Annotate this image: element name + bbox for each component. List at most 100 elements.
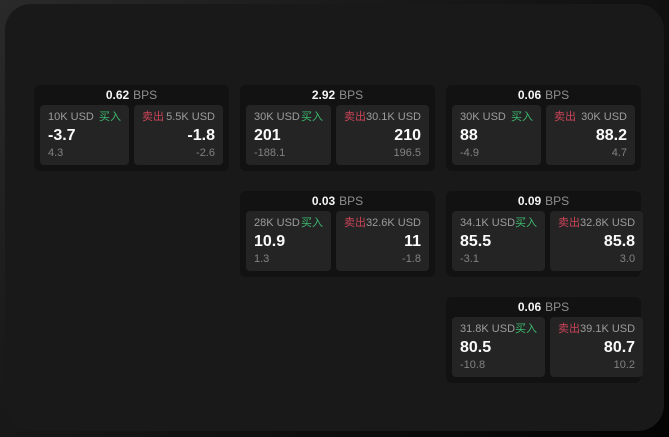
- sell-panel-header: 卖出 5.5K USD: [142, 112, 215, 123]
- bps-unit-label: BPS: [133, 88, 158, 102]
- sell-price: 88.2: [595, 126, 627, 144]
- buy-panel-header: 10K USD 买入: [48, 112, 121, 123]
- quote-card: 0.03 BPS 28K USD 买入 10.9 1.3 卖出 32.6K USD…: [240, 191, 435, 277]
- bps-value: 0.03: [311, 194, 336, 208]
- buy-price: 88: [460, 126, 478, 144]
- sell-quote-panel[interactable]: 卖出 30K USD 88.2 4.7: [546, 105, 635, 165]
- buy-quote-panel[interactable]: 34.1K USD 买入 85.5 -3.1: [452, 211, 546, 271]
- bps-value: 0.06: [517, 88, 542, 102]
- sell-sub-value: -1.8: [402, 253, 421, 265]
- sell-label: 卖出: [554, 111, 576, 123]
- buy-sub-value: -188.1: [254, 147, 286, 159]
- buy-panel-header: 28K USD 买入: [254, 218, 323, 229]
- bps-value: 2.92: [311, 88, 336, 102]
- quote-card: 0.06 BPS 31.8K USD 买入 80.5 -10.8 卖出 39.1K…: [446, 297, 644, 383]
- buy-label: 买入: [300, 217, 323, 229]
- card-body: 28K USD 买入 10.9 1.3 卖出 32.6K USD 11 -1.8: [246, 211, 429, 271]
- sell-quote-panel[interactable]: 卖出 5.5K USD -1.8 -2.6: [134, 105, 223, 165]
- buy-quote-panel[interactable]: 31.8K USD 买入 80.5 -10.8: [452, 317, 546, 377]
- buy-label: 买入: [515, 323, 538, 335]
- quote-grid: 0.62 BPS 10K USD 买入 -3.7 4.3 卖出 5.5K USD …: [34, 85, 644, 383]
- buy-price: 201: [254, 126, 281, 144]
- buy-panel-header: 34.1K USD 买入: [460, 218, 537, 229]
- sell-label: 卖出: [558, 323, 581, 335]
- sell-quote-panel[interactable]: 卖出 32.8K USD 85.8 3.0: [550, 211, 644, 271]
- buy-sub-value: 4.3: [48, 147, 64, 159]
- sell-label: 卖出: [558, 217, 581, 229]
- quote-card: 2.92 BPS 30K USD 买入 201 -188.1 卖出 30.1K U…: [240, 85, 435, 171]
- bps-value: 0.62: [105, 88, 130, 102]
- bps-unit-label: BPS: [339, 194, 364, 208]
- card-body: 10K USD 买入 -3.7 4.3 卖出 5.5K USD -1.8 -2.…: [40, 105, 223, 165]
- card-body: 34.1K USD 买入 85.5 -3.1 卖出 32.8K USD 85.8…: [452, 211, 644, 271]
- sell-price: 80.7: [603, 338, 636, 356]
- buy-label: 买入: [99, 111, 121, 123]
- card-body: 30K USD 买入 201 -188.1 卖出 30.1K USD 210 1…: [246, 105, 429, 165]
- bps-value: 0.09: [517, 194, 542, 208]
- card-body: 30K USD 买入 88 -4.9 卖出 30K USD 88.2 4.7: [452, 105, 635, 165]
- sell-label: 卖出: [343, 111, 366, 123]
- card-header: 0.06 BPS: [452, 297, 635, 317]
- sell-price: 85.8: [603, 232, 636, 250]
- bps-value: 0.06: [517, 300, 542, 314]
- app-window: 0.62 BPS 10K USD 买入 -3.7 4.3 卖出 5.5K USD …: [5, 4, 664, 431]
- sell-amount: 30.1K USD: [365, 111, 421, 123]
- card-header: 2.92 BPS: [246, 85, 429, 105]
- sell-panel-header: 卖出 30K USD: [554, 112, 627, 123]
- buy-label: 买入: [515, 217, 538, 229]
- buy-quote-panel[interactable]: 30K USD 买入 201 -188.1: [246, 105, 331, 165]
- sell-sub-value: 4.7: [611, 147, 627, 159]
- sell-quote-panel[interactable]: 卖出 32.6K USD 11 -1.8: [335, 211, 429, 271]
- sell-quote-panel[interactable]: 卖出 39.1K USD 80.7 10.2: [550, 317, 644, 377]
- buy-amount: 30K USD: [460, 111, 506, 123]
- buy-label: 买入: [511, 111, 533, 123]
- buy-price: -3.7: [48, 126, 76, 144]
- buy-quote-panel[interactable]: 10K USD 买入 -3.7 4.3: [40, 105, 129, 165]
- buy-price: 80.5: [460, 338, 492, 356]
- sell-panel-header: 卖出 32.8K USD: [558, 218, 635, 229]
- quote-card: 0.06 BPS 30K USD 买入 88 -4.9 卖出 30K USD 88…: [446, 85, 641, 171]
- sell-sub-value: 196.5: [393, 147, 421, 159]
- sell-label: 卖出: [343, 217, 366, 229]
- sell-panel-header: 卖出 32.6K USD: [344, 218, 421, 229]
- card-body: 31.8K USD 买入 80.5 -10.8 卖出 39.1K USD 80.…: [452, 317, 644, 377]
- buy-label: 买入: [300, 111, 323, 123]
- sell-panel-header: 卖出 39.1K USD: [558, 324, 635, 335]
- bps-unit-label: BPS: [545, 194, 570, 208]
- bps-unit-label: BPS: [339, 88, 364, 102]
- sell-price: 210: [394, 126, 421, 144]
- buy-amount: 34.1K USD: [460, 217, 516, 229]
- card-header: 0.06 BPS: [452, 85, 635, 105]
- buy-sub-value: -3.1: [460, 253, 479, 265]
- buy-amount: 10K USD: [48, 111, 94, 123]
- buy-quote-panel[interactable]: 28K USD 买入 10.9 1.3: [246, 211, 331, 271]
- buy-quote-panel[interactable]: 30K USD 买入 88 -4.9: [452, 105, 541, 165]
- sell-amount: 32.8K USD: [580, 217, 636, 229]
- buy-sub-value: -4.9: [460, 147, 479, 159]
- buy-amount: 28K USD: [254, 217, 300, 229]
- sell-price: -1.8: [187, 126, 215, 144]
- buy-panel-header: 30K USD 买入: [254, 112, 323, 123]
- buy-panel-header: 30K USD 买入: [460, 112, 533, 123]
- bps-unit-label: BPS: [545, 300, 570, 314]
- sell-amount: 30K USD: [581, 111, 627, 123]
- sell-panel-header: 卖出 30.1K USD: [344, 112, 421, 123]
- sell-price: 11: [404, 232, 421, 250]
- buy-sub-value: 1.3: [254, 253, 270, 265]
- sell-amount: 5.5K USD: [166, 111, 215, 123]
- sell-amount: 32.6K USD: [365, 217, 421, 229]
- card-header: 0.09 BPS: [452, 191, 635, 211]
- buy-panel-header: 31.8K USD 买入: [460, 324, 537, 335]
- quote-card: 0.62 BPS 10K USD 买入 -3.7 4.3 卖出 5.5K USD …: [34, 85, 229, 171]
- sell-label: 卖出: [142, 111, 164, 123]
- sell-sub-value: 3.0: [619, 253, 636, 265]
- buy-amount: 31.8K USD: [460, 323, 516, 335]
- bps-unit-label: BPS: [545, 88, 570, 102]
- quote-card: 0.09 BPS 34.1K USD 买入 85.5 -3.1 卖出 32.8K …: [446, 191, 644, 277]
- sell-sub-value: 10.2: [613, 359, 636, 371]
- sell-quote-panel[interactable]: 卖出 30.1K USD 210 196.5: [335, 105, 429, 165]
- sell-sub-value: -2.6: [196, 147, 215, 159]
- card-header: 0.62 BPS: [40, 85, 223, 105]
- card-header: 0.03 BPS: [246, 191, 429, 211]
- sell-amount: 39.1K USD: [580, 323, 636, 335]
